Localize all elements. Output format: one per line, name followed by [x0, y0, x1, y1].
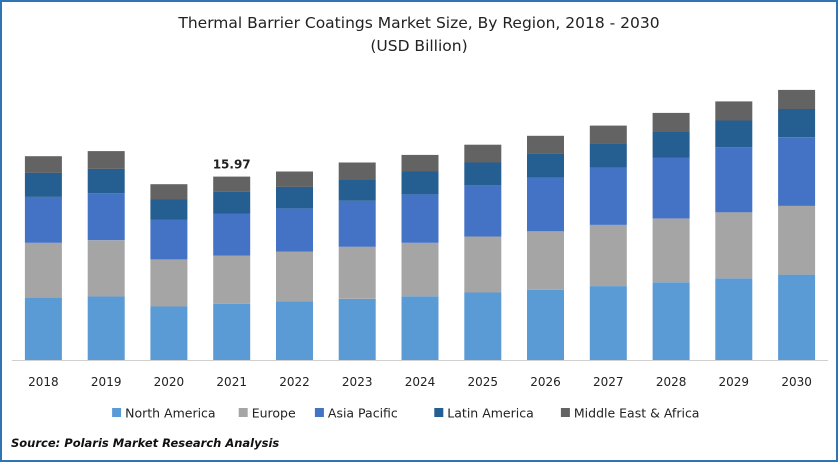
- x-tick-labels: 2018 2019 2020 2021 2022 2023 2024 2025 2026 2027…: [28, 375, 812, 389]
- bar-north-america-2019: [87, 296, 125, 360]
- bar-europe-2027: [589, 225, 627, 287]
- chart-subtitle: (USD Billion): [370, 37, 468, 55]
- bar-europe-2020: [150, 259, 188, 307]
- bar-asia-pacific-2020: [150, 219, 188, 260]
- x-tick-2028: 2028: [656, 375, 687, 389]
- bar-latin-america-2018: [24, 172, 62, 197]
- x-tick-2029: 2029: [719, 375, 750, 389]
- bar-middle-east-and-africa-2020: [150, 184, 188, 200]
- chart-title: Thermal Barrier Coatings Market Size, By…: [178, 14, 660, 32]
- bar-europe-2028: [652, 218, 690, 283]
- bar-latin-america-2027: [589, 143, 627, 168]
- x-tick-2024: 2024: [405, 375, 436, 389]
- x-tick-2022: 2022: [279, 375, 310, 389]
- bars-layer: [24, 89, 816, 360]
- x-tick-2030: 2030: [781, 375, 812, 389]
- x-tick-2020: 2020: [154, 375, 185, 389]
- bar-latin-america-2030: [778, 109, 816, 137]
- x-tick-2025: 2025: [468, 375, 499, 389]
- bar-asia-pacific-2029: [715, 147, 753, 213]
- bar-latin-america-2021: [213, 191, 251, 214]
- bar-middle-east-and-africa-2024: [401, 154, 439, 172]
- x-tick-2027: 2027: [593, 375, 624, 389]
- bar-europe-2021: [213, 255, 251, 304]
- bar-middle-east-and-africa-2026: [527, 135, 564, 154]
- bar-asia-pacific-2022: [276, 208, 313, 252]
- bar-north-america-2026: [527, 289, 564, 360]
- bar-middle-east-and-africa-2030: [778, 89, 816, 109]
- x-tick-2023: 2023: [342, 375, 373, 389]
- bar-middle-east-and-africa-2027: [589, 125, 627, 144]
- bar-latin-america-2024: [401, 171, 439, 195]
- bar-latin-america-2022: [276, 186, 313, 209]
- bar-latin-america-2020: [150, 199, 188, 220]
- bar-north-america-2023: [338, 298, 376, 360]
- bar-latin-america-2023: [338, 179, 376, 201]
- legend-swatch-middle-east-and-africa: [560, 408, 570, 417]
- legend: North America Europe Asia Pacific Latin Ame…: [112, 406, 699, 421]
- bar-north-america-2027: [589, 286, 627, 360]
- legend-label-latin-america: Latin America: [447, 406, 533, 421]
- bar-asia-pacific-2026: [527, 177, 564, 232]
- bar-europe-2023: [338, 246, 376, 299]
- bar-europe-2025: [464, 236, 502, 293]
- bar-europe-2022: [276, 251, 313, 302]
- bar-north-america-2030: [778, 274, 816, 360]
- bar-latin-america-2019: [87, 168, 125, 194]
- bar-middle-east-and-africa-2028: [652, 112, 690, 132]
- x-tick-2019: 2019: [91, 375, 122, 389]
- bar-europe-2024: [401, 242, 439, 297]
- bar-north-america-2021: [213, 303, 251, 360]
- bar-asia-pacific-2018: [24, 196, 62, 243]
- legend-swatch-latin-america: [434, 408, 444, 417]
- bar-north-america-2022: [276, 301, 313, 360]
- legend-label-middle-east-and-africa: Middle East & Africa: [574, 406, 700, 421]
- bar-asia-pacific-2021: [213, 213, 251, 256]
- bar-latin-america-2025: [464, 162, 502, 186]
- legend-label-asia-pacific: Asia Pacific: [328, 406, 398, 421]
- bar-latin-america-2029: [715, 120, 753, 148]
- bar-asia-pacific-2019: [87, 193, 125, 241]
- bar-asia-pacific-2027: [589, 167, 627, 225]
- bar-europe-2018: [24, 242, 62, 298]
- x-tick-2018: 2018: [28, 375, 59, 389]
- bar-europe-2019: [87, 240, 125, 297]
- bar-middle-east-and-africa-2021: [213, 176, 251, 192]
- bar-middle-east-and-africa-2023: [338, 162, 376, 180]
- bar-europe-2030: [778, 205, 816, 275]
- bar-middle-east-and-africa-2018: [24, 156, 62, 173]
- source-note: Source: Polaris Market Research Analysis: [11, 436, 280, 450]
- bar-north-america-2020: [150, 306, 188, 360]
- bar-north-america-2024: [401, 296, 439, 360]
- legend-label-north-america: North America: [125, 406, 216, 421]
- data-label-2021: 15.97: [213, 158, 251, 172]
- bar-north-america-2018: [24, 297, 62, 360]
- bar-europe-2029: [715, 212, 753, 279]
- legend-swatch-europe: [238, 408, 248, 417]
- bar-asia-pacific-2023: [338, 200, 376, 247]
- legend-label-europe: Europe: [252, 406, 296, 421]
- bar-middle-east-and-africa-2029: [715, 101, 753, 121]
- bar-asia-pacific-2025: [464, 185, 502, 237]
- data-labels: 15.97: [213, 158, 251, 172]
- bar-north-america-2025: [464, 292, 502, 360]
- bar-middle-east-and-africa-2022: [276, 171, 313, 187]
- bar-latin-america-2028: [652, 132, 690, 158]
- legend-swatch-asia-pacific: [314, 408, 324, 417]
- x-tick-2021: 2021: [216, 375, 247, 389]
- x-tick-2026: 2026: [530, 375, 561, 389]
- bar-asia-pacific-2024: [401, 194, 439, 243]
- bar-north-america-2028: [652, 282, 690, 360]
- bar-asia-pacific-2030: [778, 137, 816, 206]
- bar-north-america-2029: [715, 278, 753, 360]
- bar-europe-2026: [527, 231, 564, 290]
- bar-middle-east-and-africa-2019: [87, 151, 125, 169]
- bar-middle-east-and-africa-2025: [464, 144, 502, 163]
- legend-swatch-north-america: [112, 408, 122, 417]
- bar-latin-america-2026: [527, 153, 564, 178]
- bar-asia-pacific-2028: [652, 157, 690, 219]
